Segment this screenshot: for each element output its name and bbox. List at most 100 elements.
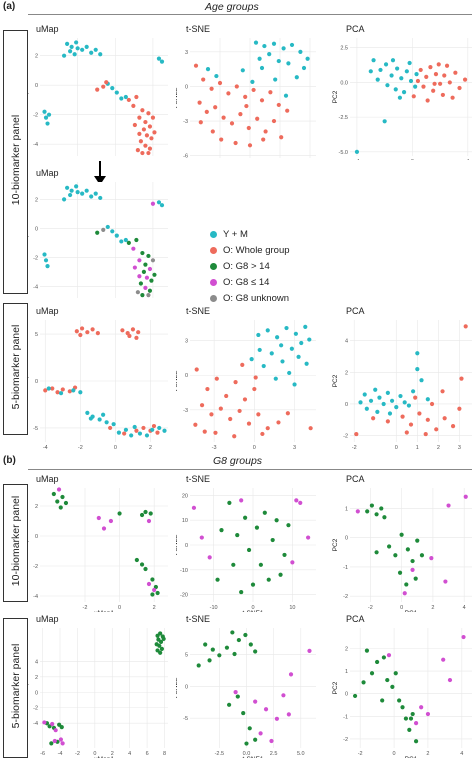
data-point-o: [459, 376, 464, 381]
chart-title: uMap: [36, 24, 59, 34]
data-point-o: [219, 137, 224, 142]
data-point-ym: [402, 400, 407, 405]
data-point-o: [197, 100, 202, 105]
data-point-ym: [105, 224, 110, 230]
data-point-g8le: [463, 494, 468, 499]
data-point-o: [150, 115, 156, 120]
data-point-o: [137, 115, 142, 120]
data-point-ym: [61, 53, 67, 58]
data-point-o: [104, 80, 109, 85]
data-point-g8le: [50, 721, 55, 727]
data-point-g8gt: [143, 566, 148, 572]
data-point-o: [276, 102, 281, 108]
data-point-ym: [368, 398, 374, 403]
x-tick-label: 0: [114, 445, 117, 450]
data-point-o: [122, 431, 127, 436]
data-point-g8gt: [369, 671, 375, 676]
data-point-ym: [267, 52, 272, 57]
data-point-ym: [162, 428, 167, 433]
data-point-ym: [385, 83, 390, 88]
data-point-g8gt: [270, 537, 275, 543]
data-point-ym: [157, 425, 162, 431]
data-point-ym: [257, 347, 262, 353]
data-point-o: [237, 408, 242, 414]
data-point-g8gt: [258, 562, 263, 567]
y-tick-label: 0: [345, 692, 348, 698]
data-point-ym: [111, 422, 116, 427]
data-point-g8gt: [403, 716, 409, 721]
data-point-ym: [101, 412, 106, 417]
data-point-o: [134, 94, 139, 100]
y-tick-label: 2: [345, 646, 348, 652]
data-point-ym: [276, 58, 281, 64]
data-point-g8unk: [101, 227, 106, 232]
data-point-ym: [287, 370, 292, 376]
data-point-g8le: [150, 201, 156, 206]
data-point-ym: [257, 56, 262, 61]
data-point-g8gt: [219, 528, 224, 533]
panel-5-biomarker-g8-label: 5-biomarker panel: [10, 643, 22, 729]
data-point-g8gt: [207, 658, 212, 663]
data-point-ym: [413, 84, 418, 89]
y-axis-label: uMap2: [28, 230, 29, 250]
data-point-g8gt: [382, 515, 387, 520]
data-point-g8le: [298, 500, 303, 505]
data-point-g8gt: [375, 659, 380, 665]
data-point-ym: [301, 65, 307, 71]
y-tick-label: -4: [33, 721, 38, 727]
data-point-ym: [275, 335, 280, 340]
x-axis-label: uMap1: [94, 610, 114, 612]
data-point-ym: [137, 431, 143, 436]
data-point-o: [438, 81, 443, 86]
data-point-ym: [393, 87, 398, 92]
x-tick-label: 0: [251, 605, 254, 611]
data-point-o: [457, 85, 462, 91]
data-point-g8gt: [134, 557, 139, 563]
chart-title: PCA: [346, 306, 365, 316]
data-point-g8le: [443, 579, 448, 584]
data-point-ym: [371, 58, 376, 63]
data-point-ym: [303, 324, 308, 330]
y-tick-label: 0: [185, 373, 188, 379]
data-point-g8le: [60, 741, 65, 746]
legend-item: O: G8 > 14: [210, 258, 290, 274]
data-point-ym: [214, 73, 219, 79]
data-point-g8le: [131, 246, 136, 251]
data-point-ym: [45, 264, 50, 269]
data-point-g8unk: [146, 293, 151, 298]
data-point-o: [263, 129, 268, 134]
x-tick-label: 5.0: [297, 751, 305, 757]
data-point-g8le: [286, 712, 291, 717]
data-point-o: [193, 422, 198, 427]
data-point-g8le: [290, 560, 295, 565]
y-tick-label: -1: [343, 714, 348, 720]
data-point-g8le: [386, 653, 392, 658]
data-point-ym: [89, 194, 94, 199]
data-point-o: [246, 125, 251, 131]
data-point-g8gt: [232, 651, 237, 657]
data-point-g8le: [207, 555, 212, 560]
data-point-o: [130, 327, 136, 332]
data-point-ym: [399, 76, 404, 81]
data-point-o: [354, 431, 359, 437]
x-tick-label: 2: [431, 605, 434, 611]
y-tick-label: 20: [182, 493, 188, 499]
data-point-o: [400, 414, 405, 419]
data-point-g8gt: [407, 727, 412, 732]
legend-item: O: G8 ≤ 14: [210, 274, 290, 290]
x-tick-label: 0: [93, 751, 96, 757]
data-point-ym: [110, 229, 115, 234]
data-point-o: [431, 88, 436, 93]
data-point-o: [202, 429, 207, 434]
data-point-o: [233, 380, 238, 385]
data-point-g8gt: [235, 532, 240, 538]
panel-10-biomarker-age: 10-biomarker panel: [3, 30, 28, 294]
data-point-ym: [289, 42, 295, 48]
y-tick-label: -20: [180, 593, 188, 599]
data-point-o: [371, 416, 376, 421]
legend: Y + M O: Whole group O: G8 > 14 O: G8 ≤ …: [210, 226, 290, 306]
data-point-g8gt: [157, 643, 162, 648]
data-point-g8gt: [397, 570, 403, 575]
data-point-ym: [240, 68, 245, 73]
data-point-ym: [271, 41, 277, 46]
